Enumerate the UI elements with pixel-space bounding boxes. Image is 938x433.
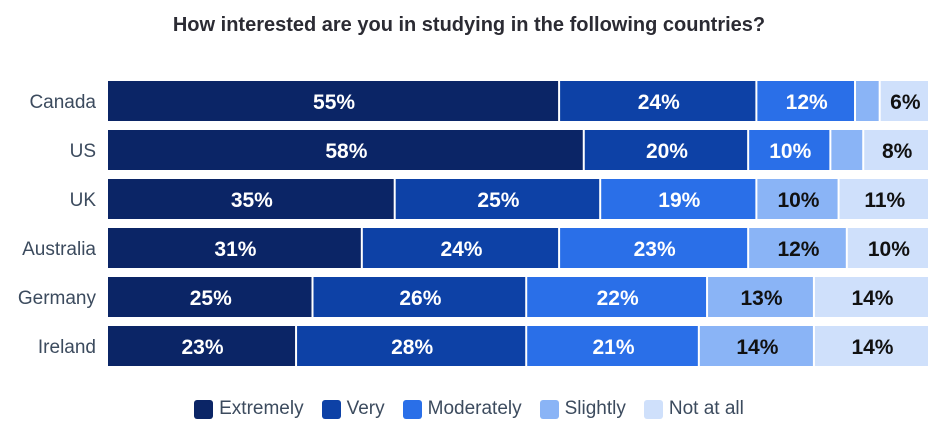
data-label: 11% <box>864 189 905 212</box>
chart-title: How interested are you in studying in th… <box>172 14 766 36</box>
bar-segment <box>108 326 296 366</box>
data-label: 12% <box>777 238 819 261</box>
data-label: 10% <box>769 140 811 163</box>
data-label: 24% <box>638 91 680 114</box>
bar-segment <box>527 326 698 366</box>
bar-segment <box>839 179 928 219</box>
data-label: 10% <box>868 238 910 261</box>
category-label: Germany <box>18 288 97 309</box>
data-label: 25% <box>190 287 232 310</box>
bar-segment <box>864 130 928 170</box>
legend-label: Moderately <box>427 398 522 419</box>
bar-segment <box>313 277 526 317</box>
data-label: 28% <box>391 336 433 359</box>
data-label: 12% <box>786 91 828 114</box>
data-label: 19% <box>658 189 700 212</box>
data-label: 23% <box>182 336 224 359</box>
legend-item: Not at all <box>643 398 744 420</box>
category-label: US <box>70 141 96 162</box>
legend-label: Extremely <box>219 398 304 419</box>
legend-label: Slightly <box>564 398 626 419</box>
data-label: 26% <box>399 287 441 310</box>
category-label: UK <box>70 190 97 211</box>
bar-segment <box>757 179 838 219</box>
bar-segment <box>108 228 361 268</box>
data-label: 25% <box>477 189 519 212</box>
bar-segment <box>814 326 928 366</box>
legend-swatch <box>643 399 663 419</box>
category-label: Ireland <box>38 337 96 358</box>
bar-segment <box>749 228 846 268</box>
bar-segment <box>856 81 879 121</box>
bar-segment <box>297 326 526 366</box>
legend-item: Slightly <box>539 398 626 420</box>
data-label: 14% <box>851 336 893 359</box>
bar-segment <box>601 179 756 219</box>
category-label: Canada <box>29 92 96 113</box>
bar-segment <box>749 130 830 170</box>
bar-segment <box>880 81 928 121</box>
data-label: 14% <box>736 336 778 359</box>
data-label: 22% <box>597 287 639 310</box>
bar-segment <box>757 81 855 121</box>
legend-item: Very <box>321 398 385 420</box>
legend-item: Extremely <box>194 398 304 420</box>
legend-item: Moderately <box>402 398 522 420</box>
bar-segment <box>699 326 813 366</box>
legend-swatch <box>539 399 559 419</box>
bar-segment <box>395 179 600 219</box>
legend-swatch <box>402 399 422 419</box>
data-label: 35% <box>231 189 273 212</box>
data-label: 14% <box>851 287 893 310</box>
bar-segment <box>108 130 583 170</box>
data-label: 55% <box>313 91 355 114</box>
bar-segment <box>108 81 559 121</box>
data-label: 20% <box>646 140 688 163</box>
bar-segment <box>362 228 559 268</box>
bar-segment <box>847 228 928 268</box>
data-label: 13% <box>740 287 782 310</box>
bar-segment <box>708 277 813 317</box>
bar-segment <box>831 130 863 170</box>
bar-segment <box>108 179 394 219</box>
bar-segment <box>560 228 748 268</box>
legend-label: Very <box>346 398 385 419</box>
category-label: Australia <box>22 239 96 260</box>
data-label: 23% <box>634 238 676 261</box>
data-label: 10% <box>777 189 819 212</box>
bar-segment <box>560 81 756 121</box>
data-label: 31% <box>214 238 256 261</box>
data-label: 24% <box>440 238 482 261</box>
data-label: 58% <box>325 140 367 163</box>
data-label: 6% <box>890 91 921 114</box>
legend-label: Not at all <box>668 398 744 419</box>
chart-legend: Extremely Very Moderately Slightly Not at al… <box>0 398 938 420</box>
bar-segment <box>584 130 748 170</box>
data-label: 21% <box>593 336 635 359</box>
legend-swatch <box>321 399 341 419</box>
bar-segment <box>527 277 707 317</box>
data-label: 8% <box>882 140 913 163</box>
legend-swatch <box>194 399 214 419</box>
bar-segment <box>814 277 928 317</box>
bar-segment <box>108 277 312 317</box>
